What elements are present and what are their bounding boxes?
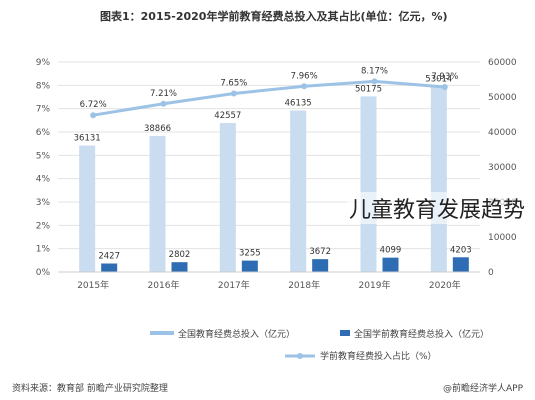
data-label-share: 7.65% — [220, 79, 247, 89]
bar-preschool — [312, 259, 329, 272]
data-label-share: 7.21% — [150, 89, 177, 99]
line-point-share — [301, 83, 308, 90]
bar-total — [430, 86, 447, 273]
overlay-caption: 儿童教育发展趋势 — [346, 192, 527, 224]
y-left-tick-label: 2% — [36, 221, 51, 231]
y-right-tick-label: 0 — [488, 268, 494, 278]
x-tick-label: 2019年 — [359, 279, 391, 291]
line-point-share — [371, 78, 378, 85]
y-right-tick-label: 50000 — [488, 93, 517, 103]
data-label-preschool: 3672 — [309, 247, 331, 257]
x-tick-label: 2017年 — [218, 279, 250, 291]
bar-preschool — [241, 260, 258, 272]
data-label-preschool: 3255 — [239, 249, 261, 259]
line-point-share — [90, 112, 97, 119]
series-line-share — [92, 79, 445, 117]
bar-total — [219, 123, 236, 272]
y-left-tick-label: 9% — [36, 58, 51, 68]
watermark-text: @前瞻经济学人APP — [442, 384, 523, 394]
data-label-preschool: 2802 — [169, 250, 191, 260]
line-point-share — [160, 100, 167, 107]
y-left-tick-label: 3% — [36, 198, 51, 208]
bar-total — [149, 135, 166, 272]
chart-title: 图表1：2015-2020年学前教育经费总投入及其占比(单位：亿元，%) — [100, 10, 448, 23]
y-left-tick-label: 0% — [36, 268, 51, 278]
data-label-total: 50175 — [355, 84, 382, 94]
data-label-total: 42557 — [214, 111, 241, 121]
y-right-tick-label: 40000 — [488, 128, 517, 138]
legend-label-total: 全国教育经费总投入（亿元） — [178, 328, 295, 340]
x-tick-label: 2020年 — [429, 279, 461, 291]
data-label-total: 36131 — [74, 134, 101, 144]
y-right-tick-label: 60000 — [488, 58, 517, 68]
line-point-share — [230, 90, 237, 97]
y-left-tick-label: 5% — [36, 151, 51, 161]
y-left-tick-label: 7% — [36, 105, 51, 115]
data-label-preschool: 4203 — [450, 245, 472, 255]
data-label-preschool: 4099 — [380, 246, 402, 256]
y-right-tick-label: 10000 — [488, 233, 517, 243]
legend-label-share: 学前教育经费投入占比（%） — [320, 350, 437, 362]
data-label-total: 38866 — [144, 124, 171, 134]
x-tick-label: 2016年 — [148, 279, 180, 291]
bar-preschool — [101, 263, 118, 272]
y-left-tick-label: 1% — [36, 245, 51, 255]
legend-marker-share — [297, 353, 303, 359]
data-label-total: 46135 — [285, 99, 312, 109]
data-label-share: 7.96% — [291, 71, 318, 81]
data-label-share: 7.93% — [431, 72, 458, 82]
bar-total — [360, 96, 377, 272]
x-tick-label: 2018年 — [288, 279, 320, 291]
x-tick-label: 2015年 — [77, 279, 109, 291]
y-right-tick-label: 30000 — [488, 163, 517, 173]
bar-total — [290, 110, 307, 272]
data-label-share: 6.72% — [80, 100, 107, 110]
data-label-total: 53014 — [425, 74, 452, 84]
bar-total — [79, 145, 96, 272]
y-left-tick-label: 4% — [36, 175, 51, 185]
line-point-share — [441, 83, 448, 90]
legend-swatch-preschool — [340, 330, 350, 336]
source-note: 资料来源：教育部 前瞻产业研究院整理 — [12, 384, 168, 394]
bar-preschool — [382, 257, 399, 272]
legend-label-preschool: 全国学前教育经费总投入（亿元） — [354, 328, 489, 340]
y-left-tick-label: 6% — [36, 128, 51, 138]
legend-swatch-total — [150, 331, 174, 335]
bar-preschool — [452, 257, 469, 272]
bar-preschool — [171, 262, 188, 272]
y-left-tick-label: 8% — [36, 81, 51, 91]
data-label-preschool: 2427 — [98, 252, 120, 262]
data-label-share: 8.17% — [361, 66, 388, 76]
